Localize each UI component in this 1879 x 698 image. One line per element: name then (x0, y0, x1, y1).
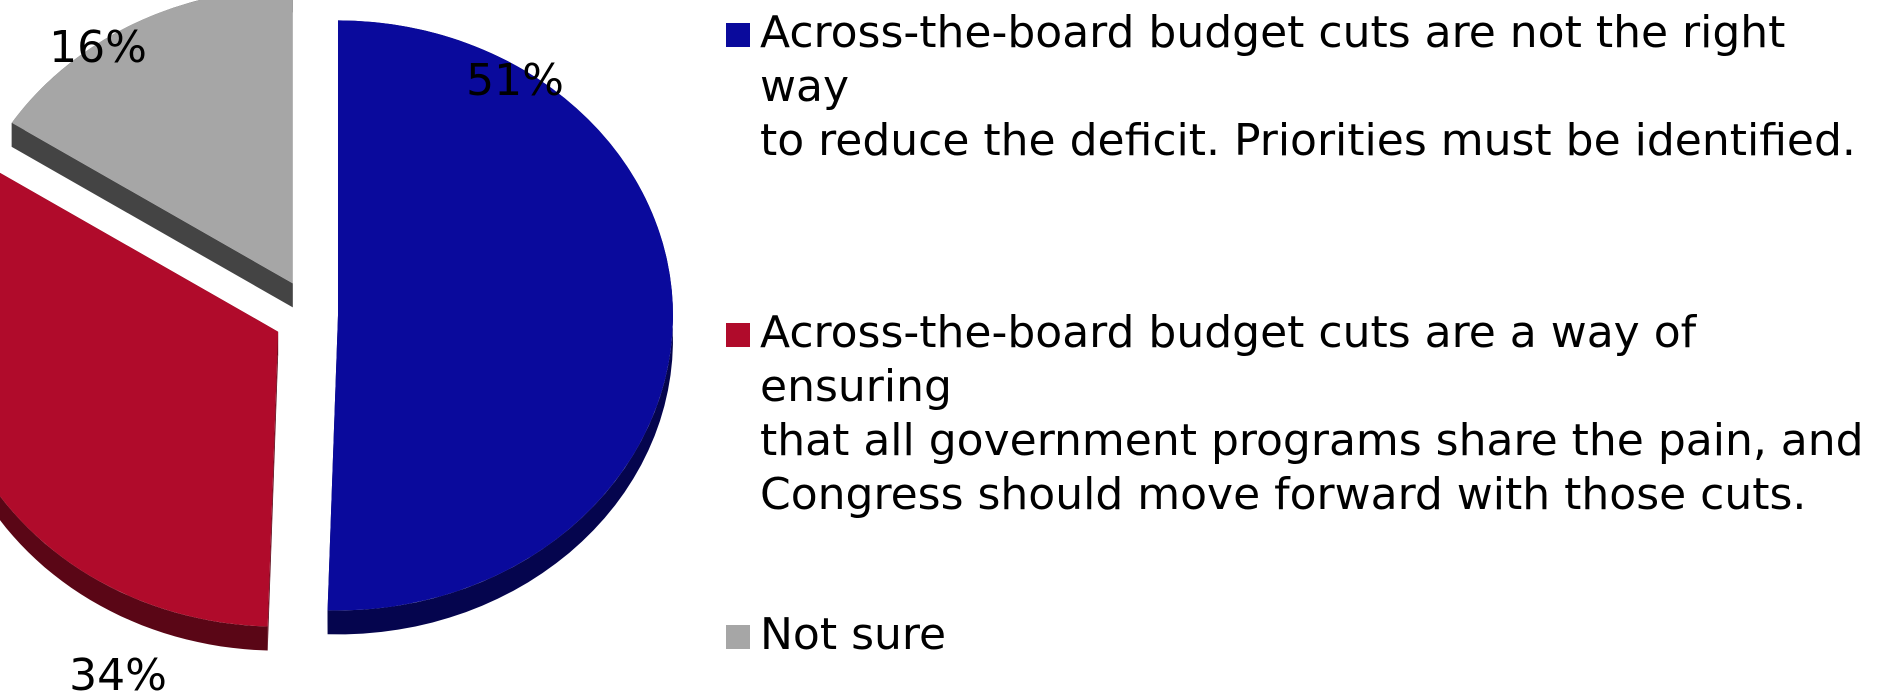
pie-side-share-the-pain (267, 331, 279, 651)
legend-swatch-gray (726, 625, 750, 649)
pie-side-not-sure (11, 122, 293, 308)
legend-swatch-blue (726, 23, 750, 47)
legend-item-share-the-pain: Across-the-board budget cuts are a way o… (726, 306, 1876, 522)
legend-swatch-red (726, 323, 750, 347)
slice-label-34: 34% (69, 650, 167, 698)
legend-item-not-sure: Not sure (726, 608, 946, 662)
legend-item-not-right-way: Across-the-board budget cuts are not the… (726, 6, 1876, 168)
legend-label: Not sure (760, 609, 947, 660)
legend-label: Across-the-board budget cuts are a way o… (760, 307, 1864, 520)
pie-slice-share-the-pain (0, 172, 279, 627)
pie-slice-not-sure (11, 0, 293, 284)
pie-slice-not-right-way (327, 20, 673, 611)
legend-label: Across-the-board budget cuts are not the… (760, 7, 1856, 166)
slice-label-51: 51% (466, 55, 564, 106)
pie-chart: 51% 34% 16% (0, 0, 673, 698)
pie-side-share-the-pain (0, 496, 268, 651)
slice-label-16: 16% (49, 22, 147, 73)
